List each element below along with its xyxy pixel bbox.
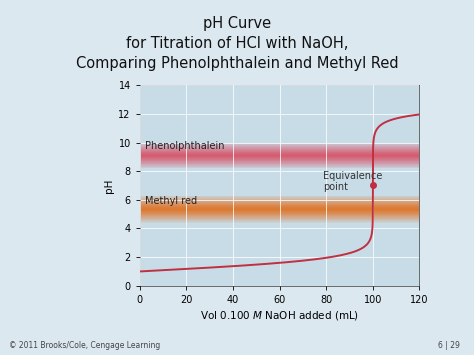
Bar [140,211,419,212]
Bar [140,215,419,216]
Bar [140,162,419,163]
Text: Equivalence
point: Equivalence point [323,171,383,192]
Bar [140,152,419,153]
Bar [140,145,419,146]
Text: 6 | 29: 6 | 29 [438,341,460,350]
Bar [140,210,419,211]
Bar [140,203,419,204]
Bar [140,208,419,209]
Text: Methyl red: Methyl red [146,196,198,206]
Bar [140,199,419,200]
Bar [140,205,419,206]
Bar [140,149,419,150]
Bar [140,148,419,149]
Bar [140,146,419,147]
Bar [140,220,419,221]
Text: Phenolphthalein: Phenolphthalein [146,141,225,151]
Bar [140,165,419,166]
Bar [140,219,419,220]
Bar [140,209,419,210]
Bar [140,200,419,201]
Bar [140,153,419,154]
Bar [140,221,419,222]
Bar [140,144,419,145]
Bar [140,197,419,198]
Bar [140,222,419,223]
Bar [140,158,419,159]
Bar [140,198,419,199]
Bar [140,157,419,158]
Bar [140,216,419,217]
Bar [140,206,419,207]
Bar [140,143,419,144]
Bar [140,207,419,208]
Bar [140,213,419,214]
Bar [140,164,419,165]
Bar [140,196,419,197]
Bar [140,154,419,155]
Bar [140,147,419,148]
Bar [140,159,419,160]
Bar [140,166,419,167]
Bar [140,156,419,157]
Bar [140,204,419,205]
X-axis label: Vol 0.100 $M$ NaOH added (mL): Vol 0.100 $M$ NaOH added (mL) [200,309,359,322]
Bar [140,150,419,151]
Bar [140,212,419,213]
Bar [140,163,419,164]
Bar [140,142,419,143]
Bar [140,214,419,215]
Text: pH Curve
for Titration of HCl with NaOH,
Comparing Phenolphthalein and Methyl Re: pH Curve for Titration of HCl with NaOH,… [76,16,398,71]
Bar [140,167,419,168]
Text: © 2011 Brooks/Cole, Cengage Learning: © 2011 Brooks/Cole, Cengage Learning [9,341,161,350]
Bar [140,151,419,152]
Bar [140,160,419,161]
Bar [140,201,419,202]
Bar [140,218,419,219]
Y-axis label: pH: pH [104,178,114,193]
Bar [140,202,419,203]
Bar [140,217,419,218]
Bar [140,155,419,156]
Bar [140,161,419,162]
